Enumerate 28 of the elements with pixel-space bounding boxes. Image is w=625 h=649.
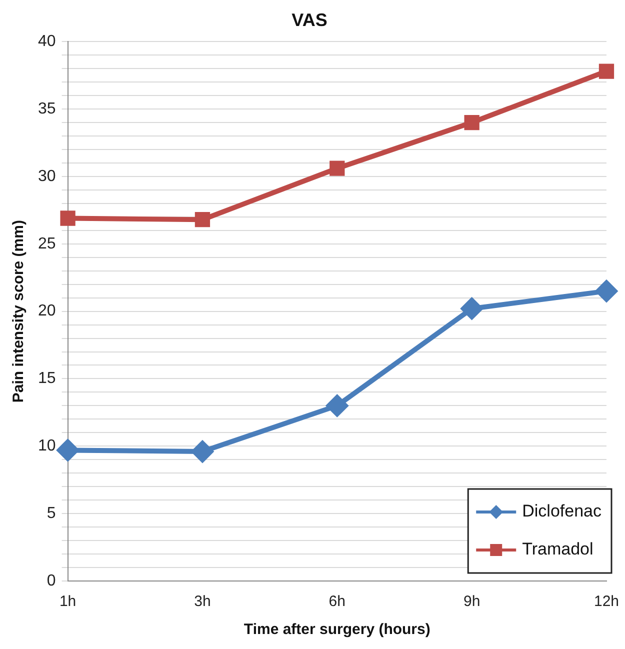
point xyxy=(460,297,484,320)
point xyxy=(594,280,618,303)
x-tick-label: 9h xyxy=(463,593,480,610)
point xyxy=(598,64,614,79)
y-tick-label: 40 xyxy=(38,33,56,50)
y-tick-label: 30 xyxy=(38,168,56,185)
y-tick-label: 5 xyxy=(46,504,56,522)
y-tick-label: 15 xyxy=(38,370,56,388)
x-tick-label: 12h xyxy=(594,593,619,610)
x-tick-label: 3h xyxy=(194,593,211,610)
point xyxy=(56,438,80,462)
y-axis-title: Pain intensity score (mm) xyxy=(10,220,28,403)
point xyxy=(60,210,76,226)
legend-label: Diclofenac xyxy=(522,502,602,521)
point xyxy=(194,212,210,228)
y-tick-label: 25 xyxy=(38,235,56,252)
y-tick-label: 20 xyxy=(38,302,56,320)
y-tick-label: 0 xyxy=(46,572,56,590)
x-tick-label: 6h xyxy=(328,593,346,610)
x-tick-label: 1h xyxy=(59,593,76,610)
x-axis-title: Time after surgery (hours) xyxy=(244,621,430,638)
point xyxy=(326,394,349,418)
y-tick-label: 35 xyxy=(38,100,56,118)
point xyxy=(330,160,345,176)
y-tick-label: 10 xyxy=(38,438,56,455)
chart-title: VAS xyxy=(292,10,328,30)
point xyxy=(464,114,480,130)
legend-label: Tramadol xyxy=(522,540,594,559)
